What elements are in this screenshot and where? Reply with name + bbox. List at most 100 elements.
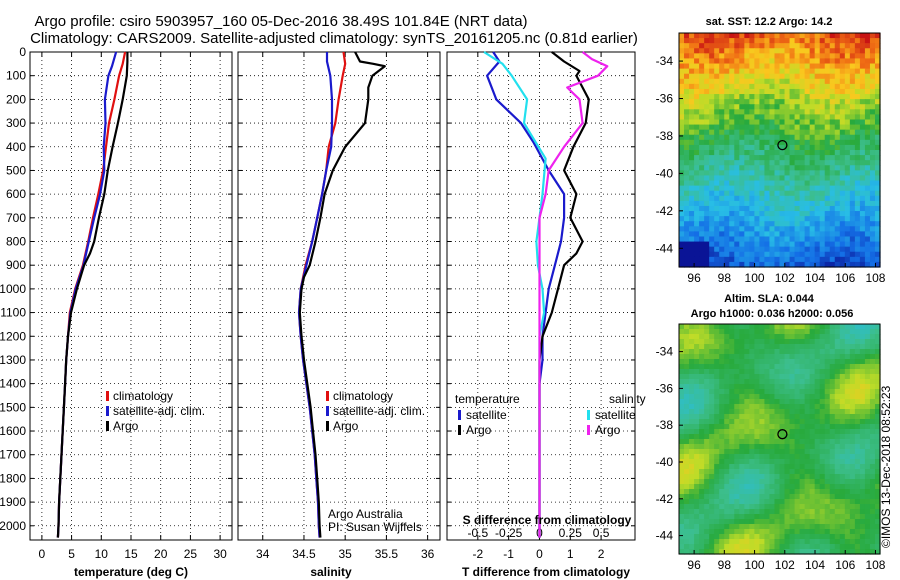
- heatmap-cell: [789, 464, 796, 470]
- heatmap-cell: [684, 43, 690, 49]
- heatmap-cell: [784, 514, 791, 520]
- heatmap-cell: [839, 389, 846, 395]
- heatmap-cell: [689, 261, 695, 268]
- depth-tick-label: 800: [6, 235, 26, 249]
- heatmap-cell: [699, 58, 705, 65]
- heatmap-cell: [699, 454, 705, 460]
- heatmap-cell: [704, 53, 710, 60]
- heatmap-cell: [874, 236, 881, 243]
- heatmap-cell: [854, 48, 861, 54]
- heatmap-cell: [829, 414, 836, 420]
- heatmap-cell: [774, 134, 781, 141]
- heatmap-cell: [764, 359, 771, 365]
- heatmap-cell: [729, 53, 735, 60]
- heatmap-cell: [789, 379, 796, 385]
- heatmap-cell: [804, 53, 811, 60]
- heatmap-cell: [774, 349, 781, 355]
- heatmap-cell: [869, 38, 876, 44]
- heatmap-cell: [679, 449, 685, 455]
- heatmap-cell: [719, 489, 725, 495]
- heatmap-cell: [729, 124, 735, 131]
- heatmap-cell: [704, 68, 710, 75]
- heatmap-cell: [714, 190, 720, 197]
- heatmap-cell: [789, 99, 796, 105]
- heatmap-cell: [724, 419, 730, 425]
- heatmap-cell: [859, 429, 866, 435]
- heatmap-cell: [814, 205, 821, 212]
- heatmap-cell: [839, 519, 846, 525]
- heatmap-cell: [874, 399, 881, 405]
- heatmap-cell: [734, 195, 740, 202]
- heatmap-cell: [844, 349, 851, 355]
- heatmap-cell: [864, 404, 871, 410]
- heatmap-cell: [864, 394, 871, 400]
- heatmap-cell: [724, 404, 730, 410]
- heatmap-cell: [844, 236, 851, 243]
- heatmap-cell: [799, 175, 806, 182]
- heatmap-cell: [814, 369, 821, 375]
- heatmap-cell: [854, 155, 861, 161]
- heatmap-cell: [719, 236, 725, 243]
- heatmap-cell: [749, 399, 755, 405]
- heatmap-cell: [759, 489, 766, 495]
- heatmap-cell: [789, 180, 796, 187]
- heatmap-cell: [699, 48, 705, 54]
- heatmap-cell: [839, 63, 846, 70]
- heatmap-cell: [819, 454, 826, 460]
- heatmap-cell: [729, 329, 735, 335]
- heatmap-cell: [714, 379, 720, 385]
- heatmap-cell: [874, 195, 881, 202]
- heatmap-cell: [814, 94, 821, 100]
- heatmap-cell: [824, 205, 831, 212]
- heatmap-cell: [844, 494, 851, 500]
- heatmap-cell: [814, 359, 821, 365]
- heatmap-cell: [699, 195, 705, 202]
- heatmap-cell: [699, 150, 705, 156]
- heatmap-cell: [819, 38, 826, 44]
- heatmap-cell: [714, 444, 720, 450]
- heatmap-cell: [694, 369, 700, 375]
- heatmap-cell: [819, 364, 826, 370]
- heatmap-cell: [869, 449, 876, 455]
- heatmap-cell: [804, 180, 811, 187]
- heatmap-cell: [754, 200, 761, 207]
- heatmap-cell: [689, 38, 695, 44]
- heatmap-cell: [729, 449, 735, 455]
- heatmap-cell: [769, 509, 776, 515]
- heatmap-cell: [699, 359, 705, 365]
- heatmap-cell: [744, 58, 750, 65]
- heatmap-cell: [754, 73, 761, 80]
- heatmap-cell: [819, 43, 826, 49]
- heatmap-cell: [754, 139, 761, 146]
- heatmap-cell: [804, 454, 811, 460]
- heatmap-cell: [764, 439, 771, 445]
- heatmap-cell: [714, 454, 720, 460]
- heatmap-cell: [684, 175, 690, 182]
- heatmap-cell: [799, 256, 806, 263]
- heatmap-cell: [779, 349, 786, 355]
- heatmap-cell: [839, 114, 846, 121]
- heatmap-cell: [829, 155, 836, 161]
- heatmap-cell: [759, 419, 766, 425]
- heatmap-cell: [784, 134, 791, 141]
- heatmap-cell: [739, 99, 745, 105]
- heatmap-cell: [799, 99, 806, 105]
- heatmap-cell: [854, 434, 861, 440]
- heatmap-cell: [839, 329, 846, 335]
- heatmap-cell: [814, 414, 821, 420]
- heatmap-cell: [814, 349, 821, 355]
- heatmap-cell: [769, 459, 776, 465]
- heatmap-cell: [749, 529, 755, 535]
- heatmap-cell: [714, 63, 720, 70]
- legend-swatch: [106, 391, 109, 401]
- heatmap-cell: [729, 175, 735, 182]
- heatmap-cell: [709, 236, 715, 243]
- heatmap-cell: [774, 231, 781, 238]
- heatmap-cell: [754, 384, 761, 390]
- heatmap-cell: [679, 434, 685, 440]
- heatmap-cell: [789, 119, 796, 126]
- heatmap-cell: [869, 334, 876, 340]
- heatmap-cell: [679, 124, 685, 131]
- heatmap-cell: [839, 539, 846, 545]
- heatmap-cell: [734, 160, 740, 166]
